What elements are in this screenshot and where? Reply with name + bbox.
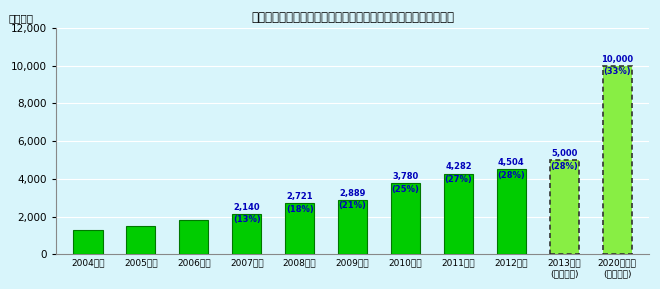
Text: (25%): (25%): [391, 185, 419, 194]
Text: 2,889: 2,889: [339, 189, 366, 198]
Text: 5,000: 5,000: [551, 149, 578, 158]
Bar: [73, 230, 102, 254]
Bar: [285, 203, 314, 254]
Bar: [338, 200, 367, 254]
Text: 10,000: 10,000: [601, 55, 633, 64]
Bar: [497, 169, 526, 254]
Text: (18%): (18%): [286, 205, 313, 214]
Bar: [550, 160, 579, 254]
Bar: [126, 226, 156, 254]
Bar: [391, 183, 420, 254]
Text: 4,504: 4,504: [498, 158, 525, 167]
Text: 3,780: 3,780: [392, 172, 418, 181]
Text: (27%): (27%): [445, 175, 473, 184]
Text: (28%): (28%): [498, 171, 525, 180]
Text: (28%): (28%): [550, 162, 578, 171]
Text: (13%): (13%): [233, 216, 261, 225]
Bar: [550, 160, 579, 254]
Text: (21%): (21%): [339, 201, 366, 210]
Bar: [603, 66, 632, 254]
Text: 2,140: 2,140: [234, 203, 260, 212]
Text: 4,282: 4,282: [445, 162, 472, 171]
Bar: [232, 214, 261, 254]
Bar: [180, 221, 209, 254]
Text: 2,721: 2,721: [286, 192, 313, 201]
Title: 「グリーンイノベーション製品」売上高（カッコ内は売上比率）: 「グリーンイノベーション製品」売上高（カッコ内は売上比率）: [251, 11, 454, 24]
Text: (33%): (33%): [603, 67, 631, 76]
Bar: [603, 66, 632, 254]
Bar: [444, 174, 473, 254]
Text: （億円）: （億円）: [9, 14, 34, 23]
